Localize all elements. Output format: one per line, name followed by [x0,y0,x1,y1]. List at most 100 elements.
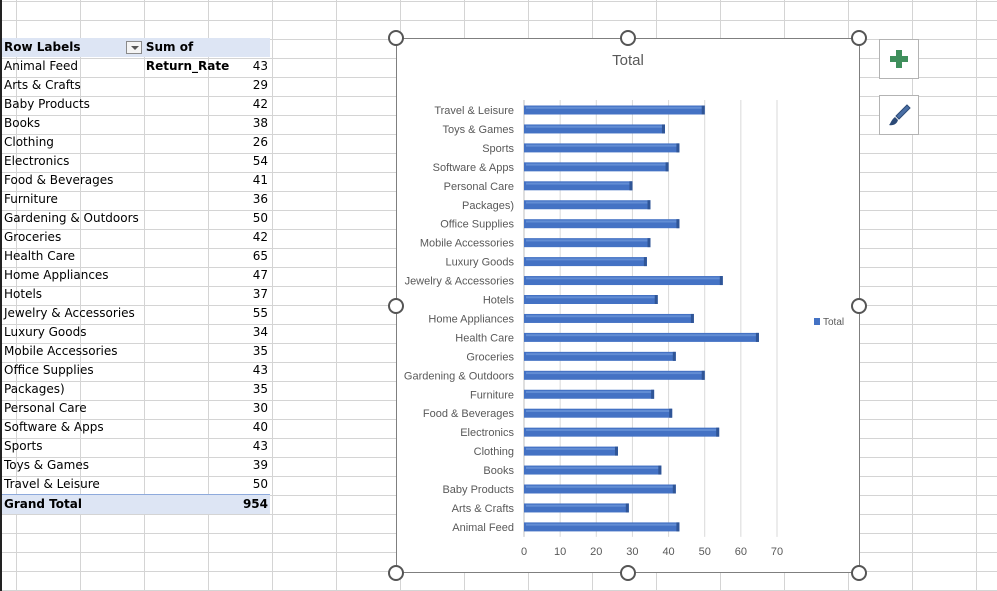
legend-label[interactable]: Total [823,317,844,328]
filter-dropdown-icon[interactable] [125,41,142,54]
resize-handle-bottom-middle[interactable] [620,565,636,581]
bar[interactable] [524,238,651,248]
bar[interactable] [524,200,651,210]
grand-total-row: Grand Total 954 [2,494,270,514]
pivot-row-label[interactable]: Books [4,116,41,130]
pivot-row-label[interactable]: Office Supplies [4,363,94,377]
pivot-row-label[interactable]: Electronics [4,154,70,168]
bar[interactable] [524,162,669,172]
bar[interactable] [524,427,720,437]
pivot-row-value[interactable]: 65 [252,249,268,263]
bar-chart[interactable]: 0 10 20 30 40 50 60 70 Animal Feed Arts & Crafts B… [396,38,860,573]
bar-end [654,295,658,304]
category-label: Sports [482,143,514,155]
pivot-row-label[interactable]: Clothing [4,135,54,149]
chart-elements-button[interactable] [879,39,919,79]
pivot-row-value[interactable]: 35 [252,344,268,358]
pivot-row-value[interactable]: 42 [252,230,268,244]
resize-handle-bottom-right[interactable] [851,565,867,581]
bar[interactable] [524,484,676,494]
pivot-row-value[interactable]: 37 [252,287,268,301]
bar[interactable] [524,105,705,115]
resize-handle-top-right[interactable] [851,30,867,46]
pivot-row-label[interactable]: Hotels [4,287,43,301]
pivot-row-label[interactable]: Luxury Goods [4,325,87,339]
chart-styles-button[interactable] [879,95,919,135]
grand-total-value[interactable]: 954 [242,497,268,511]
pivot-row: Hotels 37 [2,285,270,304]
pivot-row-value[interactable]: 41 [252,173,268,187]
category-label: Office Supplies [440,219,514,231]
row-labels-header[interactable]: Row Labels [2,38,142,57]
pivot-row-label[interactable]: Personal Care [4,401,87,415]
pivot-row-label[interactable]: Groceries [4,230,62,244]
pivot-row-value[interactable]: 50 [252,211,268,225]
pivot-row-label[interactable]: Health Care [4,249,76,263]
pivot-row-value[interactable]: 40 [252,420,268,434]
bar[interactable] [524,219,680,229]
bar[interactable] [524,332,759,342]
bar[interactable] [524,408,673,418]
pivot-row-value[interactable]: 42 [252,97,268,111]
pivot-row-value[interactable]: 29 [252,78,268,92]
bar[interactable] [524,503,629,513]
pivot-row-label[interactable]: Arts & Crafts [4,78,81,92]
bar[interactable] [524,143,680,153]
bar[interactable] [524,370,705,380]
bar[interactable] [524,313,694,323]
bar[interactable] [524,446,618,456]
category-label: Groceries [466,351,514,363]
bar-highlight [526,428,718,431]
resize-handle-top-middle[interactable] [620,30,636,46]
bar[interactable] [524,465,662,475]
pivot-row: Sports 43 [2,437,270,456]
bar[interactable] [524,522,680,532]
pivot-row-value[interactable]: 34 [252,325,268,339]
pivot-row-label[interactable]: Furniture [4,192,58,206]
pivot-row-label[interactable]: Gardening & Outdoors [4,211,139,225]
pivot-table[interactable]: Row Labels Sum of Return_Rate Animal Fee… [2,38,270,514]
resize-handle-middle-left[interactable] [388,298,404,314]
pivot-row-value[interactable]: 47 [252,268,268,282]
pivot-row-value[interactable]: 54 [252,154,268,168]
pivot-row-value[interactable]: 39 [252,458,268,472]
bar[interactable] [524,295,658,304]
pivot-row-label[interactable]: Animal Feed [4,59,78,73]
bar[interactable] [524,181,633,191]
bar-highlight [526,410,671,412]
pivot-row-label[interactable]: Packages) [4,382,65,396]
resize-handle-middle-right[interactable] [851,298,867,314]
pivot-row-label[interactable]: Software & Apps [4,420,104,434]
pivot-row-value[interactable]: 30 [252,401,268,415]
bar[interactable] [524,124,665,134]
pivot-row-value[interactable]: 55 [252,306,268,320]
bar[interactable] [524,257,647,267]
pivot-row-value[interactable]: 43 [252,363,268,377]
bar[interactable] [524,389,655,399]
pivot-row-label[interactable]: Travel & Leisure [4,477,100,491]
pivot-row-value[interactable]: 35 [252,382,268,396]
resize-handle-top-left[interactable] [388,30,404,46]
pivot-row-value[interactable]: 43 [252,439,268,453]
pivot-row-label[interactable]: Sports [4,439,43,453]
pivot-row-value[interactable]: 26 [252,135,268,149]
resize-handle-bottom-left[interactable] [388,565,404,581]
chart-title[interactable]: Total [612,52,644,69]
pivot-row-label[interactable]: Food & Beverages [4,173,114,187]
pivot-row-value[interactable]: 36 [252,192,268,206]
value-field-header[interactable]: Sum of Return_Rate [145,40,230,73]
category-label: Electronics [460,427,514,439]
pivot-row-value[interactable]: 50 [252,477,268,491]
pivot-row-value[interactable]: 38 [252,116,268,130]
bar[interactable] [524,276,723,286]
pivot-row-label[interactable]: Jewelry & Accessories [4,306,135,320]
bar-end [716,427,720,437]
pivot-row-label[interactable]: Toys & Games [4,458,89,472]
grand-total-label[interactable]: Grand Total [4,497,82,511]
category-label: Books [483,465,514,477]
pivot-row-label[interactable]: Mobile Accessories [4,344,118,358]
pivot-row-value[interactable]: 43 [252,59,268,73]
pivot-row-label[interactable]: Home Appliances [4,268,109,282]
pivot-row-label[interactable]: Baby Products [4,97,90,111]
bar[interactable] [524,351,676,361]
